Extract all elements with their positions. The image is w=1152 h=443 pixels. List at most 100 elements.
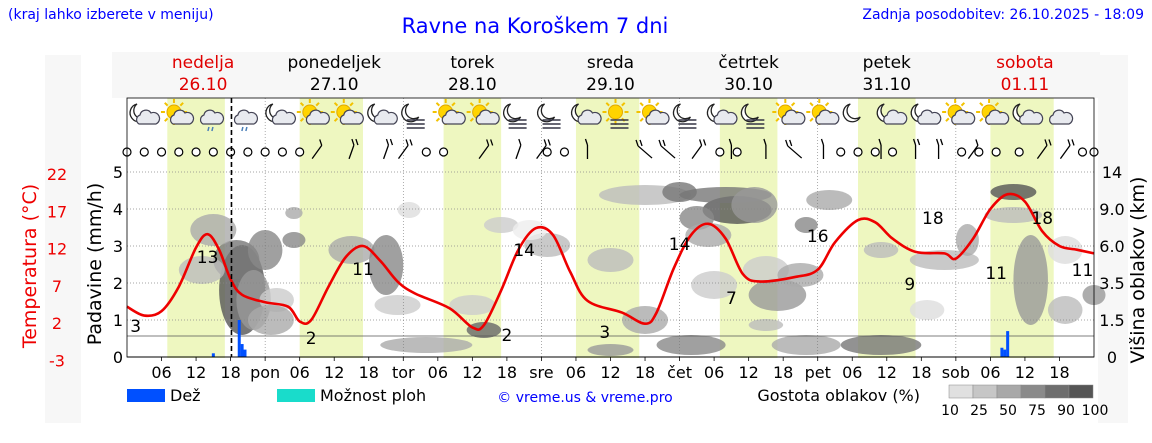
calm-wind-marker [836, 147, 846, 157]
calm-wind-marker [1014, 147, 1024, 157]
temperature-value-label: 18 [922, 209, 944, 229]
wind-barb [935, 138, 944, 159]
x-tick-label: 12 [324, 363, 344, 382]
wind-barb [820, 138, 825, 159]
cloud-blob [282, 232, 306, 248]
wind-barb [763, 138, 767, 159]
calm-wind-marker [191, 147, 201, 157]
right-axis-bg [1098, 55, 1128, 423]
calm-wind-marker [974, 147, 984, 157]
wind-barb [382, 138, 394, 160]
cloud-blob [247, 230, 283, 270]
x-tick-label: pon [250, 363, 280, 382]
precip-tick: 4 [113, 200, 123, 219]
x-tick-label: 18 [911, 363, 931, 382]
moon-cloud-icon [706, 103, 738, 125]
wind-barb [658, 139, 676, 159]
cloud-blob [397, 202, 421, 218]
cloud-blob [483, 217, 519, 233]
cloud-scale-label: 10 [941, 403, 959, 419]
temperature-value-label: 11 [1072, 261, 1094, 281]
day-band [858, 98, 916, 358]
cloud-blob [512, 220, 548, 240]
cloud-scale-swatch [1020, 384, 1046, 399]
calm-wind-marker [542, 147, 552, 157]
legend-rain-swatch [127, 389, 165, 402]
day-name: torek [450, 53, 494, 73]
x-tick-label: 18 [635, 363, 655, 382]
temperature-value-label: 14 [669, 235, 691, 255]
location-note[interactable]: (kraj lahko izberete v meniju) [8, 7, 214, 23]
rain-bar [243, 349, 247, 357]
cloud-icon [1049, 109, 1074, 125]
cloud-scale-swatch [1044, 384, 1070, 399]
moon-fog-icon [740, 103, 765, 129]
cloud-blob [587, 344, 634, 356]
day-name: ponedeljek [287, 53, 381, 73]
sun-cloud-icon [432, 99, 466, 125]
temperature-tick: 7 [52, 277, 62, 296]
sun-cloud-icon [976, 99, 1010, 125]
temperature-series [126, 192, 1095, 331]
temperature-value-label: 7 [726, 289, 737, 309]
sun-cloud-icon [806, 99, 840, 125]
temperature-value-label: 2 [306, 329, 317, 349]
cloud-blob [955, 224, 979, 256]
cloud-blob [374, 295, 421, 315]
cloud-blob [731, 187, 778, 223]
moon-cloud-icon [1012, 103, 1044, 125]
rain-bar [237, 320, 241, 357]
calm-wind-marker [295, 147, 305, 157]
temperature-value-label: 11 [352, 260, 374, 280]
x-tick-label: 18 [497, 363, 517, 382]
precip-tick: 0 [113, 348, 123, 367]
calm-wind-marker [260, 147, 270, 157]
temperature-value-label: 11 [985, 264, 1007, 284]
temperature-value-label: 16 [807, 227, 829, 247]
credit-link[interactable]: © vreme.us & vreme.pro [497, 390, 672, 406]
cloud-scale-swatch [972, 384, 998, 399]
x-tick-label: 18 [359, 363, 379, 382]
legend-rain-label: Dež [170, 386, 201, 405]
cloud-height-tick: 1.5 [1099, 311, 1124, 330]
x-tick-label: sob [942, 363, 970, 382]
cloud-rain-icon [233, 109, 258, 132]
x-tick-label: 06 [151, 363, 171, 382]
day-date: 29.10 [586, 75, 635, 95]
cloud-blob [806, 190, 853, 210]
day-name: sreda [587, 53, 634, 73]
moon-cloud-icon [367, 103, 398, 125]
cloud-scale-label: 90 [1057, 403, 1075, 419]
cloud-density-layer [178, 182, 1106, 356]
wind-barb [478, 139, 494, 159]
calm-wind-marker [208, 147, 218, 157]
wind-barb [536, 139, 551, 159]
cloud-blob [1013, 235, 1048, 325]
day-date: 26.10 [179, 75, 228, 95]
temperature-axis-label: Temperatura (°C) [19, 184, 41, 349]
moon-fog-icon [672, 103, 697, 129]
cloud-blob [656, 335, 726, 355]
cloud-density-scale: 10 25 50 75 90 100 [941, 384, 1108, 419]
cloud-blob [368, 235, 404, 295]
x-tick-label: 12 [186, 363, 206, 382]
wind-barb [967, 139, 979, 159]
cloud-blob [909, 300, 945, 320]
page-title: Ravne na Koroškem 7 dni [401, 14, 669, 38]
calm-wind-marker [277, 147, 288, 157]
x-tick-label: 18 [773, 363, 793, 382]
temperature-tick: 2 [52, 314, 62, 333]
x-tick-label: 06 [428, 363, 448, 382]
day-name: četrtek [718, 53, 779, 73]
calm-wind-marker [957, 147, 967, 157]
cloud-height-tick: 3.5 [1099, 274, 1124, 293]
day-band [719, 98, 778, 358]
cloud-blob [771, 335, 841, 355]
x-tick-label: 06 [289, 363, 309, 382]
temperature-tick: -3 [49, 352, 65, 371]
temperature-value-label: 14 [513, 241, 535, 261]
cloud-blob [742, 256, 789, 284]
calm-wind-marker [421, 147, 431, 157]
grid-lines [127, 98, 1094, 357]
calm-wind-marker [156, 147, 167, 157]
